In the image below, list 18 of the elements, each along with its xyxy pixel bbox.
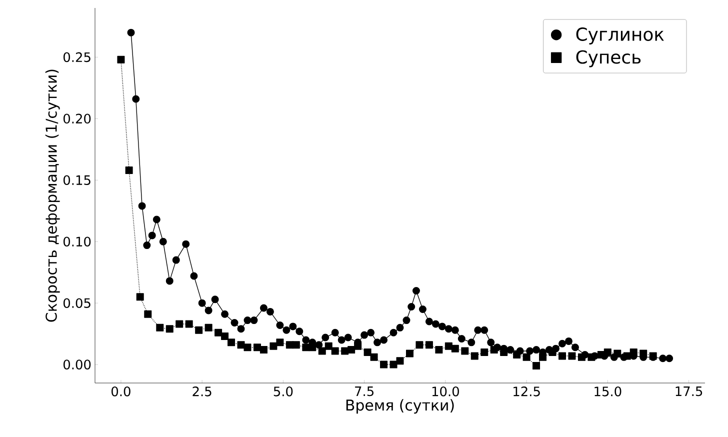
x-tick-label: 5.0 xyxy=(274,386,293,396)
legend-label: Супесь xyxy=(576,50,641,68)
y-tick-label: 0.00 xyxy=(64,360,91,370)
y-tick-label: 0.15 xyxy=(64,175,90,186)
y-tick-label: 0.25 xyxy=(64,52,90,62)
x-tick-label: 2.5 xyxy=(192,386,212,396)
x-tick-label: 10.0 xyxy=(432,386,459,396)
y-tick-label: 0.20 xyxy=(64,114,91,124)
x-axis-title: Время (сутки) xyxy=(346,399,454,414)
x-tick-label: 7.5 xyxy=(355,386,374,396)
legend-label: Суглинок xyxy=(576,27,664,44)
x-tick-label: 12.5 xyxy=(514,386,540,396)
x-tick-label: 0.0 xyxy=(112,386,130,396)
x-tick-label: 17.5 xyxy=(676,386,702,396)
x-tick-label: 15.0 xyxy=(594,386,622,396)
y-axis-title: Скорость деформации (1/сутки) xyxy=(45,70,60,322)
y-tick-label: 0.05 xyxy=(64,298,90,308)
y-tick-label: 0.10 xyxy=(64,236,91,247)
